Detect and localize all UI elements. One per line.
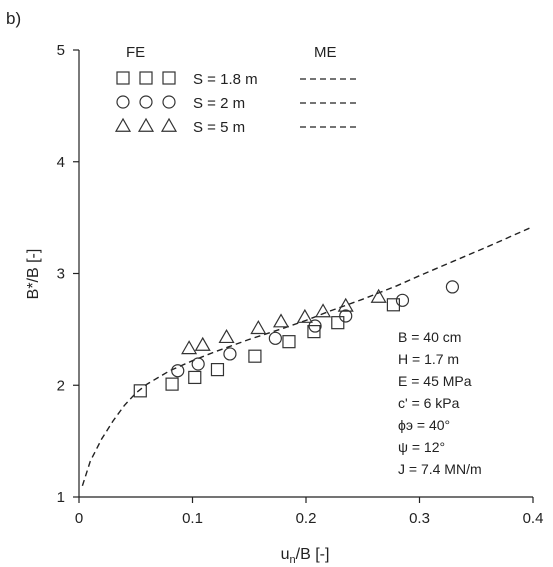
x-axis-ticks: 0 0.1 0.2 0.3 0.4: [75, 497, 544, 527]
x-tick-label: 0.4: [523, 510, 544, 527]
legend-me-header: ME: [314, 44, 337, 61]
x-axis-title-rest: /B [-]: [296, 546, 330, 563]
y-axis-title: B*/B [-]: [25, 249, 42, 300]
x-axis-title: un/B [-]: [281, 546, 330, 566]
x-tick-label: 0.3: [409, 510, 430, 527]
square-data-point: [188, 370, 202, 385]
axes: [78, 50, 533, 498]
triangle-data-point: [218, 328, 235, 344]
y-tick-label: 5: [57, 42, 65, 59]
parameter-line: ϕэ = 40°: [398, 417, 450, 433]
legend-circle-marker: [116, 95, 130, 109]
legend-square-marker: [116, 71, 130, 85]
legend: FE ME S = 1.8 m S = 2 m S = 5 m: [114, 44, 356, 136]
square-data-point: [307, 325, 321, 339]
circle-data-point: [223, 347, 237, 361]
triangle-data-point: [314, 303, 332, 318]
circle-data-point: [395, 293, 410, 307]
circle-data-point: [171, 364, 185, 378]
parameter-line: J = 7.4 MN/m: [398, 461, 482, 477]
legend-square-marker: [139, 71, 153, 85]
square-data-point: [386, 298, 400, 312]
data-markers: [133, 280, 460, 398]
legend-triangle-marker: [114, 117, 132, 132]
circle-data-point: [308, 319, 322, 333]
x-tick-label: 0.1: [182, 510, 203, 527]
parameter-line: H = 1.7 m: [398, 351, 459, 367]
square-data-point: [331, 316, 345, 330]
x-tick-label: 0: [75, 510, 83, 527]
parameter-line: B = 40 cm: [398, 329, 461, 345]
y-tick-label: 4: [57, 154, 65, 171]
legend-entry-label: S = 5 m: [193, 119, 245, 136]
triangle-data-point: [370, 288, 387, 303]
legend-triangle-marker: [160, 117, 178, 132]
triangle-data-point: [181, 340, 198, 355]
legend-triangle-marker: [137, 117, 155, 132]
square-data-point: [248, 349, 262, 363]
x-tick-label: 0.2: [296, 510, 317, 527]
circle-data-point: [445, 280, 460, 294]
circle-data-point: [339, 309, 353, 323]
x-axis-title-main: u: [281, 546, 290, 563]
y-axis-ticks: 1 2 3 4 5: [57, 42, 79, 506]
parameter-line: c' = 6 kPa: [398, 395, 460, 411]
square-data-point: [282, 335, 296, 349]
parameter-box: B = 40 cm H = 1.7 m E = 45 MPa c' = 6 kPa ϕэ…: [398, 329, 482, 477]
circle-data-point: [268, 331, 282, 345]
square-data-point: [210, 363, 225, 377]
y-tick-label: 1: [57, 489, 65, 506]
panel-label: b): [6, 9, 21, 28]
legend-circle-marker: [139, 95, 153, 109]
legend-fe-header: FE: [126, 44, 145, 61]
me-dashed-curve: [81, 225, 534, 487]
square-data-point: [165, 377, 179, 391]
triangle-data-point: [296, 308, 313, 323]
y-tick-label: 3: [57, 266, 65, 283]
parameter-line: E = 45 MPa: [398, 373, 472, 389]
legend-square-marker: [162, 71, 176, 85]
me-curve-layer: [81, 225, 534, 487]
x-axis-title-subscript: n: [290, 554, 296, 566]
triangle-data-point: [194, 336, 211, 351]
legend-circle-marker: [162, 95, 176, 109]
square-data-point: [133, 384, 147, 398]
circle-data-point: [191, 357, 205, 371]
triangle-data-point: [272, 313, 290, 328]
triangle-data-point: [250, 320, 267, 335]
legend-entry-label: S = 2 m: [193, 95, 245, 112]
y-tick-label: 2: [57, 377, 65, 394]
parameter-line: ψ = 12°: [398, 439, 445, 455]
legend-entry-label: S = 1.8 m: [193, 71, 258, 88]
triangle-data-point: [337, 297, 354, 312]
